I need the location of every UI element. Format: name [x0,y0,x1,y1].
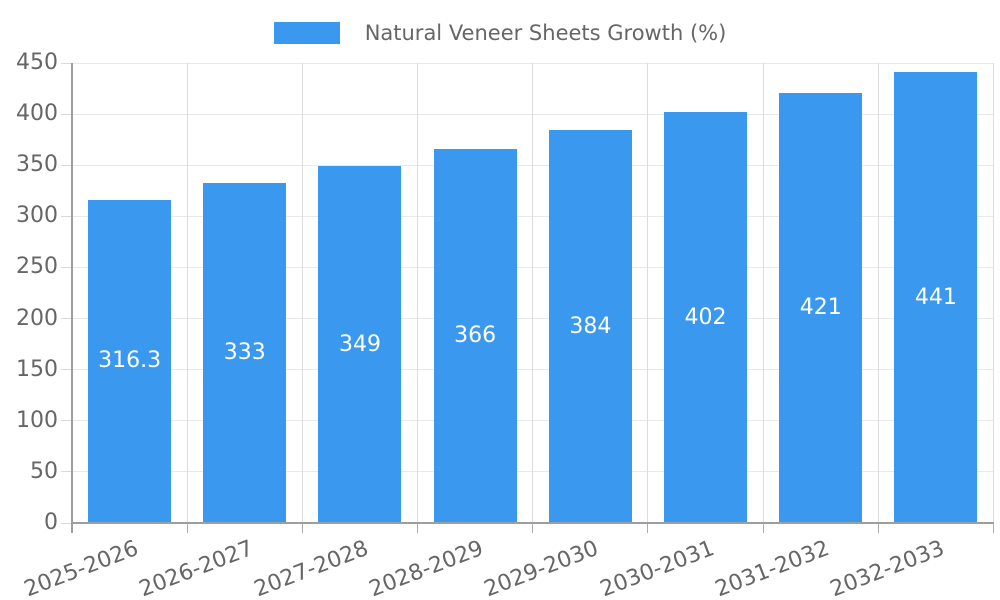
x-axis-tick-mark [532,523,534,533]
y-axis-tick-label: 0 [44,510,58,535]
bar-value-label: 349 [338,331,381,357]
gridline-vertical [993,63,994,523]
bar[interactable] [894,72,978,523]
x-axis-tick-label: 2032-2033 [826,536,948,600]
bar-value-label: 333 [223,339,266,365]
x-axis-tick-label: 2026-2027 [135,536,257,600]
bar-value-label: 384 [569,313,612,339]
x-axis-tick-mark [417,523,419,533]
y-axis-tick-label: 250 [16,254,58,280]
bar[interactable] [88,199,172,523]
y-axis-tick-mark [61,266,72,268]
gridline-vertical [877,63,879,523]
x-axis-tick-mark [993,523,994,533]
y-axis-tick-label: 50 [30,458,58,484]
y-axis-tick-label: 300 [16,203,58,229]
legend-swatch [273,22,340,44]
y-axis-tick-mark [61,369,72,371]
gridline-vertical [647,63,649,523]
gridline-vertical [186,63,188,523]
x-axis-border [72,522,994,524]
bar[interactable] [664,112,748,523]
y-axis-tick-label: 450 [16,50,58,75]
x-axis-tick-mark [301,523,303,533]
bar-value-label: 366 [454,322,497,348]
y-axis-tick-label: 100 [16,407,58,433]
y-axis-tick-mark [61,318,72,320]
gridline-vertical [301,63,303,523]
bar[interactable] [318,166,402,523]
y-axis-tick-label: 350 [16,152,58,178]
y-axis-tick-mark [61,113,72,115]
bar[interactable] [203,182,287,523]
y-axis-tick-mark [61,215,72,217]
x-axis-tick-label: 2031-2032 [711,536,833,600]
y-axis-tick-mark [61,471,72,473]
x-axis-tick-label: 2027-2028 [251,536,372,600]
bar-value-label: 441 [914,284,957,310]
bar[interactable] [779,92,863,523]
y-axis-tick-mark [61,62,72,64]
bar-value-label: 316.3 [98,348,162,374]
x-axis-tick-mark [762,523,764,533]
y-axis-tick-mark [61,522,72,524]
x-axis-tick-mark [877,523,879,533]
gridline-vertical [762,63,764,523]
x-axis-tick-mark [186,523,188,533]
x-axis-tick-label: 2029-2030 [481,536,603,600]
chart-legend: Natural Veneer Sheets Growth (%) [0,20,1000,46]
y-axis-tick-mark [61,164,72,166]
bar[interactable] [433,148,517,523]
bar[interactable] [548,130,632,523]
y-axis-tick-label: 150 [16,356,58,382]
x-axis-tick-label: 2030-2031 [596,536,718,600]
bar-value-label: 421 [799,294,842,320]
y-axis-tick-label: 400 [16,101,58,127]
gridline-vertical [417,63,419,523]
gridline-vertical [532,63,534,523]
y-axis-border [71,63,73,533]
bar-value-label: 402 [684,304,727,330]
x-axis-tick-mark [647,523,649,533]
y-axis-tick-label: 200 [16,305,58,331]
x-axis-tick-label: 2028-2029 [366,536,488,600]
y-axis-tick-mark [61,420,72,422]
legend-item[interactable]: Natural Veneer Sheets Growth (%) [273,20,727,46]
legend-label: Natural Veneer Sheets Growth (%) [364,21,727,45]
x-axis-tick-label: 2025-2026 [20,536,142,600]
